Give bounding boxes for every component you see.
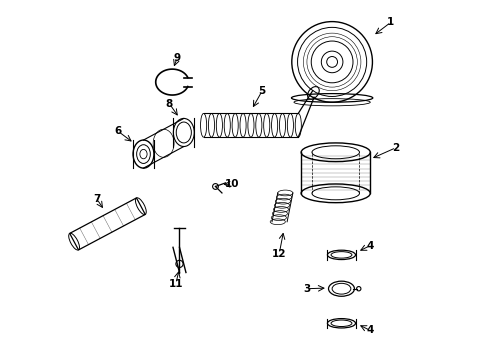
Text: 10: 10 (225, 179, 240, 189)
Text: 5: 5 (259, 86, 266, 96)
Text: 2: 2 (392, 143, 400, 153)
Text: 9: 9 (174, 53, 181, 63)
Text: 1: 1 (387, 17, 394, 27)
Text: 7: 7 (93, 194, 100, 204)
Text: 4: 4 (367, 240, 374, 251)
Text: 4: 4 (367, 325, 374, 336)
Text: 8: 8 (166, 99, 173, 109)
Text: 11: 11 (169, 279, 183, 289)
Text: 3: 3 (303, 284, 311, 294)
Text: 12: 12 (272, 249, 287, 259)
Text: 6: 6 (115, 126, 122, 136)
